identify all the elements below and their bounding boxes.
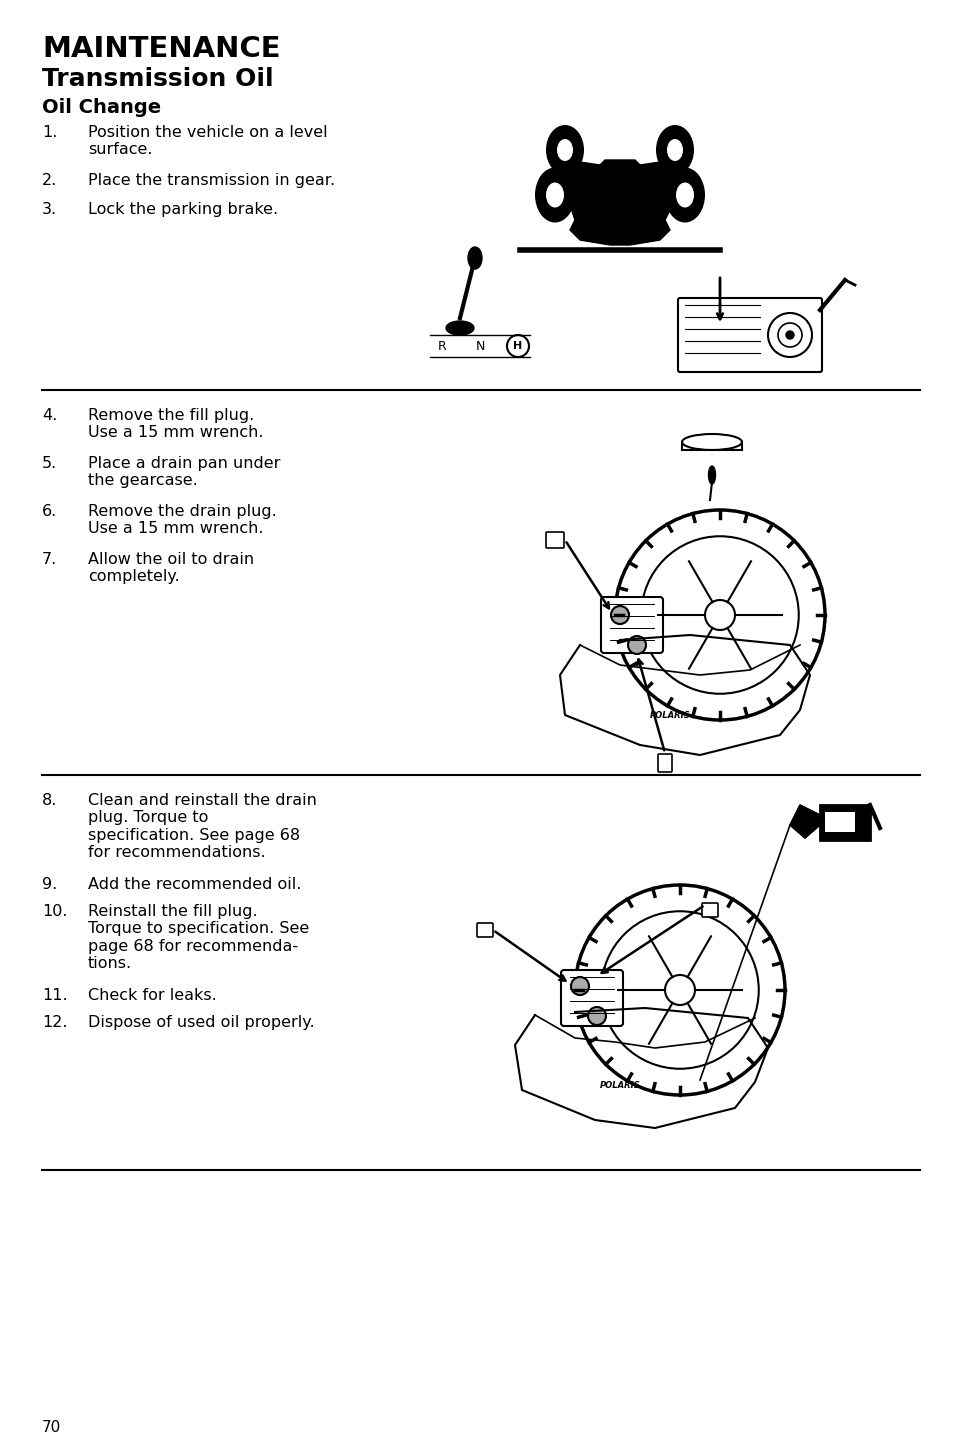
FancyBboxPatch shape <box>820 806 869 840</box>
Ellipse shape <box>557 140 573 161</box>
Circle shape <box>785 332 793 339</box>
Text: 12.: 12. <box>42 1015 68 1029</box>
FancyBboxPatch shape <box>701 903 718 917</box>
Ellipse shape <box>656 125 693 174</box>
Bar <box>824 811 854 832</box>
Text: Place the transmission in gear.: Place the transmission in gear. <box>88 173 335 188</box>
Ellipse shape <box>666 140 682 161</box>
FancyBboxPatch shape <box>476 923 493 936</box>
Ellipse shape <box>468 247 481 269</box>
Text: Remove the fill plug.
Use a 15 mm wrench.: Remove the fill plug. Use a 15 mm wrench… <box>88 409 263 441</box>
FancyBboxPatch shape <box>560 970 622 1027</box>
Ellipse shape <box>676 183 693 208</box>
Ellipse shape <box>600 912 758 1069</box>
Ellipse shape <box>615 510 824 720</box>
Ellipse shape <box>545 125 583 174</box>
Text: Dispose of used oil properly.: Dispose of used oil properly. <box>88 1015 314 1029</box>
FancyBboxPatch shape <box>678 298 821 372</box>
Ellipse shape <box>446 321 474 334</box>
Ellipse shape <box>604 202 635 237</box>
Circle shape <box>778 323 801 348</box>
Text: POLARIS: POLARIS <box>599 1080 639 1089</box>
Text: Add the recommended oil.: Add the recommended oil. <box>88 877 301 891</box>
Polygon shape <box>789 806 820 838</box>
Text: 70: 70 <box>42 1421 61 1435</box>
Ellipse shape <box>571 977 588 995</box>
Text: Place a drain pan under
the gearcase.: Place a drain pan under the gearcase. <box>88 457 280 489</box>
Ellipse shape <box>587 1008 605 1025</box>
Text: 11.: 11. <box>42 989 68 1003</box>
Text: 5.: 5. <box>42 457 57 471</box>
Text: 6.: 6. <box>42 505 57 519</box>
FancyBboxPatch shape <box>545 532 563 548</box>
Text: Position the vehicle on a level
surface.: Position the vehicle on a level surface. <box>88 125 327 157</box>
Circle shape <box>506 334 529 358</box>
Text: 8.: 8. <box>42 792 57 808</box>
Ellipse shape <box>704 601 734 630</box>
FancyBboxPatch shape <box>600 598 662 653</box>
Ellipse shape <box>610 606 628 624</box>
Text: 1.: 1. <box>42 125 57 140</box>
Text: Transmission Oil: Transmission Oil <box>42 67 274 92</box>
Ellipse shape <box>545 183 563 208</box>
Text: Oil Change: Oil Change <box>42 97 161 116</box>
Ellipse shape <box>664 976 695 1005</box>
Text: N: N <box>475 339 484 352</box>
Text: R: R <box>437 339 446 352</box>
Polygon shape <box>559 160 679 246</box>
Text: 2.: 2. <box>42 173 57 188</box>
Ellipse shape <box>640 537 798 694</box>
Ellipse shape <box>575 885 784 1095</box>
Ellipse shape <box>664 167 704 222</box>
Text: 4.: 4. <box>42 409 57 423</box>
Text: 7.: 7. <box>42 553 57 567</box>
Text: 9.: 9. <box>42 877 57 891</box>
Text: Check for leaks.: Check for leaks. <box>88 989 216 1003</box>
Text: 3.: 3. <box>42 202 57 217</box>
Text: Clean and reinstall the drain
plug. Torque to
specification. See page 68
for rec: Clean and reinstall the drain plug. Torq… <box>88 792 316 861</box>
Text: Lock the parking brake.: Lock the parking brake. <box>88 202 278 217</box>
Text: MAINTENANCE: MAINTENANCE <box>42 35 280 63</box>
Text: POLARIS: POLARIS <box>649 711 690 720</box>
Text: Allow the oil to drain
completely.: Allow the oil to drain completely. <box>88 553 253 585</box>
Ellipse shape <box>535 167 575 222</box>
Ellipse shape <box>708 465 715 484</box>
Ellipse shape <box>681 433 741 449</box>
Text: H: H <box>513 342 522 350</box>
Circle shape <box>767 313 811 358</box>
Text: 10.: 10. <box>42 904 68 919</box>
FancyBboxPatch shape <box>658 755 671 772</box>
Text: Remove the drain plug.
Use a 15 mm wrench.: Remove the drain plug. Use a 15 mm wrenc… <box>88 505 276 537</box>
Ellipse shape <box>627 635 645 654</box>
Text: Reinstall the fill plug.
Torque to specification. See
page 68 for recommenda-
ti: Reinstall the fill plug. Torque to speci… <box>88 904 309 971</box>
